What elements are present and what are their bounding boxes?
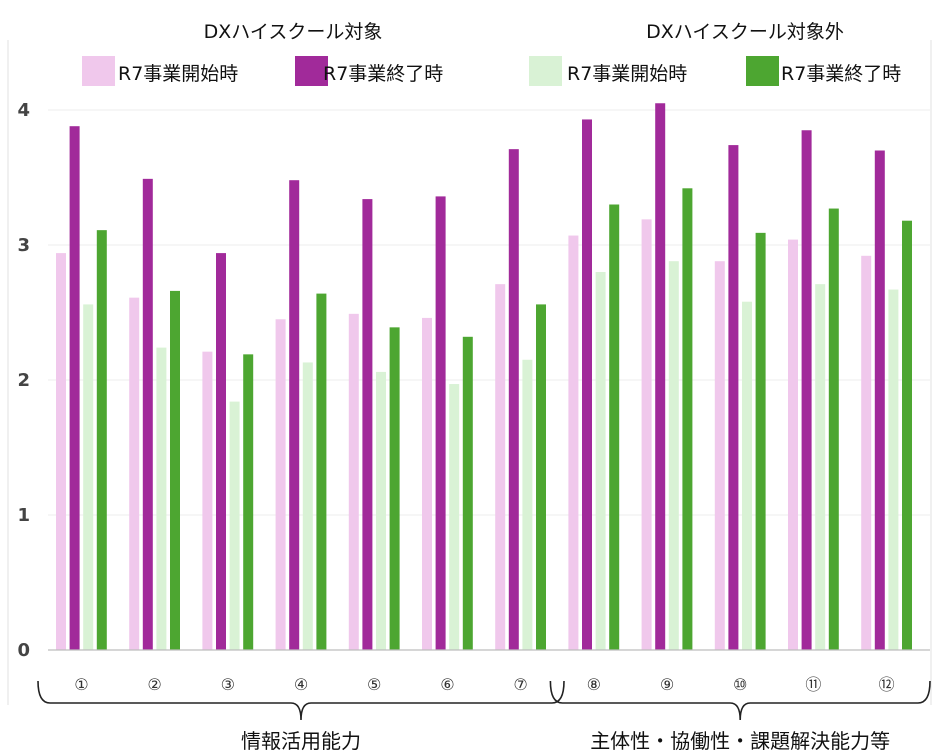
bar [641,219,652,650]
bar [788,239,798,650]
bar [462,336,473,650]
y-tick-label: 1 [17,505,30,526]
legend-label: R7事業開始時 [567,63,687,85]
bar [348,313,359,650]
bar [522,359,533,650]
bar [568,235,579,651]
bar [861,255,872,651]
bar [582,119,592,650]
legend-group-title: DXハイスクール対象外 [646,21,844,43]
bar [83,304,94,650]
bar [801,130,812,650]
bar [874,150,885,650]
bar [243,354,254,650]
bar [902,220,912,650]
bar [316,293,327,650]
legend-group-title: DXハイスクール対象 [204,21,383,43]
category-group-label: 情報活用能力 [241,729,361,753]
y-tick-label: 3 [17,235,30,256]
legend: DXハイスクール対象 R7事業開始時 R7事業終了時 DXハイスクール対象外 R7事業開… [82,21,901,86]
bar [69,126,80,650]
x-tick-label: ⑦ [513,675,527,694]
bar [888,289,899,650]
bar [508,149,519,650]
bar [595,272,606,650]
legend-label: R7事業終了時 [781,63,901,85]
x-tick-label: ⑧ [587,675,601,694]
bar [289,180,300,650]
x-tick-label: ⑥ [440,675,454,694]
bar [156,347,167,650]
bar [682,188,693,651]
legend-swatch [295,56,328,86]
legend-swatch [529,56,562,86]
bar [202,351,213,650]
x-tick-label: ⑩ [733,675,747,694]
bar [728,145,739,650]
bar [229,401,240,650]
bar [815,284,826,650]
bar [302,362,313,650]
bar [129,297,140,650]
bar [668,261,679,650]
bar [536,304,546,650]
x-tick-label: ① [74,675,88,694]
bar [828,208,839,651]
bar [96,230,107,650]
bar [755,232,766,650]
bars-layer [56,103,912,651]
legend-swatch [746,56,779,86]
bar [56,253,66,650]
category-braces: 情報活用能力 主体性・協働性・課題解決能力等 [37,680,931,753]
bar [609,204,620,650]
bar [742,301,752,650]
x-tick-label: ⑤ [367,675,381,694]
x-tick-label: ③ [221,675,235,694]
bar [275,319,286,650]
x-tick-label: ② [147,675,161,694]
bar [435,196,446,650]
axes: 0 1 2 3 4 ① ② ③ ④ ⑤ ⑥ ⑦ ⑧ ⑨ ⑩ ⑪ ⑫ [7,40,932,705]
bar [495,284,506,650]
bar [449,384,460,650]
legend-label: R7事業終了時 [323,63,443,85]
bar [422,317,432,650]
bar [170,290,180,650]
gridlines [48,109,930,516]
bar [142,178,153,650]
bar [389,327,400,650]
bar [655,103,666,650]
y-tick-label: 4 [17,100,30,121]
bar [216,253,226,650]
category-group-label: 主体性・協働性・課題解決能力等 [590,729,890,753]
group-brace [549,680,931,721]
bar [362,199,373,650]
bar [714,261,725,650]
bar [376,371,386,650]
x-tick-label: ⑪ [805,675,821,694]
legend-swatch [82,56,115,86]
y-tick-label: 0 [17,640,30,661]
x-tick-label: ⑫ [879,675,895,694]
x-tick-label: ⑨ [660,675,674,694]
y-tick-label: 2 [17,370,30,391]
x-tick-label: ④ [294,675,308,694]
legend-label: R7事業開始時 [118,63,238,85]
